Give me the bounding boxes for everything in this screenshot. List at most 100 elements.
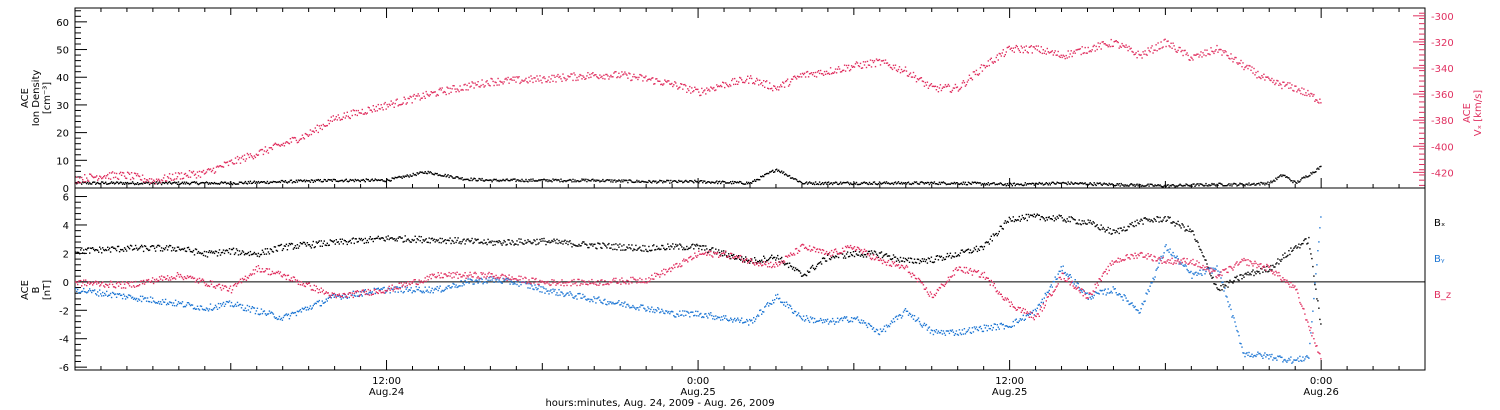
- ion-density-point: [1062, 181, 1064, 184]
- ion-density-point: [984, 184, 987, 186]
- vx-point: [927, 87, 930, 89]
- vx-point: [1265, 76, 1267, 78]
- vx-point: [883, 62, 886, 64]
- ion-density-point: [1002, 184, 1004, 186]
- ion-density-point: [806, 183, 809, 185]
- ion-density-point: [252, 181, 255, 183]
- bx-point: [279, 244, 282, 246]
- by-point: [183, 305, 186, 308]
- ion-density-point: [724, 181, 726, 183]
- vx-point: [171, 173, 174, 176]
- vx-point: [153, 180, 156, 182]
- ion-density-point: [1286, 176, 1288, 178]
- bx-point: [835, 255, 838, 258]
- ion-density-point: [447, 174, 449, 176]
- vx-point: [985, 65, 988, 67]
- vx-point: [1310, 92, 1312, 95]
- bx-point: [410, 241, 412, 243]
- bx-point: [1019, 220, 1021, 222]
- by-point: [751, 319, 753, 321]
- vx-point: [736, 80, 738, 82]
- vx-point: [942, 86, 945, 88]
- ion-density-point: [412, 172, 414, 175]
- by-point: [351, 294, 353, 296]
- ion-density-point: [1149, 183, 1151, 185]
- ion-density-point: [686, 180, 688, 183]
- bx-point: [382, 237, 384, 239]
- vx-point: [278, 144, 281, 147]
- by-point: [1126, 300, 1128, 302]
- vx-point: [1042, 49, 1044, 51]
- ion-density-point: [757, 178, 759, 181]
- by-point: [674, 316, 676, 318]
- vx-point: [811, 74, 814, 76]
- bx-point: [1266, 265, 1268, 268]
- vx-point: [859, 62, 862, 65]
- vx-point: [615, 71, 617, 73]
- vx-point: [371, 111, 373, 113]
- ion-density-point: [1241, 183, 1243, 185]
- by-point: [153, 301, 156, 303]
- ion-density-point: [296, 181, 299, 183]
- vx-point: [233, 163, 236, 165]
- ion-density-point: [1232, 183, 1234, 185]
- vx-point: [1160, 41, 1162, 43]
- ion-density-series: [75, 165, 1322, 188]
- ion-density-point: [623, 179, 625, 181]
- ion-density-point: [459, 177, 461, 179]
- vx-point: [505, 77, 507, 80]
- ion-density-point: [1194, 185, 1196, 187]
- vx-point: [1187, 54, 1189, 57]
- ion-density-point: [314, 180, 316, 183]
- vx-point: [579, 73, 581, 76]
- vx-point: [274, 142, 277, 144]
- ion-density-point: [957, 183, 960, 185]
- bx-point: [805, 274, 808, 277]
- by-point: [962, 333, 965, 335]
- ion-density-point: [353, 180, 355, 183]
- bx-point: [719, 251, 721, 254]
- vx-point: [870, 66, 873, 68]
- by-point: [618, 300, 620, 302]
- bx-point: [415, 241, 417, 244]
- vx-point: [320, 124, 322, 127]
- ion-density-point: [995, 183, 997, 185]
- by-point: [177, 301, 180, 303]
- vx-point: [605, 73, 607, 76]
- ion-density-point: [409, 174, 411, 176]
- bx-point: [703, 245, 705, 247]
- ion-density-point: [190, 181, 193, 184]
- ion-density-point: [789, 177, 792, 179]
- ion-density-point: [421, 171, 423, 173]
- ion-density-point: [218, 183, 221, 185]
- ion-density-point: [863, 181, 866, 183]
- vx-point: [1316, 99, 1318, 101]
- bx-point: [649, 249, 651, 252]
- by-point: [552, 288, 554, 290]
- vx-point: [1146, 54, 1148, 56]
- vx-point: [525, 77, 527, 80]
- bx-point: [879, 252, 882, 254]
- ion-density-point: [1284, 174, 1286, 177]
- vx-point: [839, 71, 842, 73]
- ion-density-point: [1066, 183, 1068, 186]
- by-point: [239, 303, 242, 306]
- ion-density-point: [1125, 185, 1127, 187]
- by-point: [906, 310, 909, 312]
- ion-density-point: [1115, 184, 1117, 186]
- bx-point: [512, 241, 514, 243]
- by-point: [1115, 292, 1117, 294]
- ion-density-point: [691, 180, 693, 182]
- ion-density-point: [1193, 183, 1195, 185]
- vx-point: [166, 176, 169, 178]
- ion-density-point: [151, 182, 154, 184]
- ion-density-point: [584, 179, 586, 182]
- ion-density-point: [485, 179, 487, 181]
- by-point: [661, 308, 663, 311]
- by-point: [597, 297, 599, 299]
- ion-density-point: [436, 172, 438, 175]
- ion-density-point: [350, 179, 352, 182]
- vx-point: [797, 76, 800, 78]
- vx-point: [602, 77, 604, 80]
- ion-density-point: [548, 179, 550, 181]
